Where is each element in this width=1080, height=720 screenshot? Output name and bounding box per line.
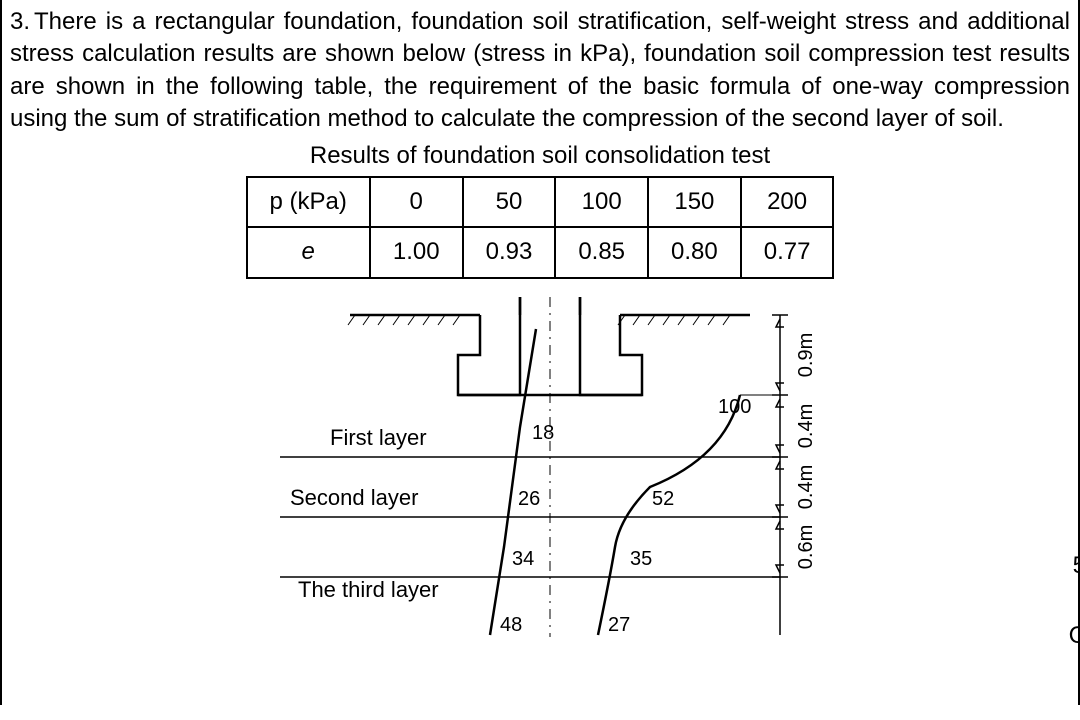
depth-h3: 0.6m: [795, 525, 817, 569]
consolidation-table: p (kPa) 0 50 100 150 200 e 1.00 0.93 0.8…: [246, 176, 835, 279]
depth-h2: 0.4m: [795, 465, 817, 509]
sw-stress-d1: 18: [532, 422, 554, 444]
layer-label-3: The third layer: [298, 577, 439, 602]
cropped-glyph: C: [1069, 620, 1080, 652]
table-row: e 1.00 0.93 0.85 0.80 0.77: [247, 227, 834, 277]
e-cell: 0.85: [555, 227, 648, 277]
layer-label-1: First layer: [330, 425, 427, 450]
add-stress-d4: 27: [608, 614, 630, 636]
p-cell: 150: [648, 177, 741, 227]
sw-stress-d3: 34: [512, 548, 534, 570]
stratification-diagram: 18 26 34 48 100 52 35 27 First layer Sec…: [220, 297, 860, 637]
table-row: p (kPa) 0 50 100 150 200: [247, 177, 834, 227]
cropped-glyph: 5: [1073, 550, 1080, 582]
p-cell: 200: [741, 177, 834, 227]
e-cell: 0.93: [463, 227, 556, 277]
problem-number: 3.: [10, 8, 30, 35]
header-p: p (kPa): [247, 177, 370, 227]
table-title: Results of foundation soil consolidation…: [10, 140, 1070, 172]
add-stress-d2: 52: [652, 488, 674, 510]
add-stress-d0: 100: [718, 396, 751, 418]
e-cell: 0.77: [741, 227, 834, 277]
p-cell: 50: [463, 177, 556, 227]
e-cell: 0.80: [648, 227, 741, 277]
sw-stress-d2: 26: [518, 488, 540, 510]
problem-body: There is a rectangular foundation, found…: [10, 8, 1070, 132]
layer-label-2: Second layer: [290, 485, 418, 510]
problem-statement: 3.There is a rectangular foundation, fou…: [10, 6, 1070, 136]
p-cell: 0: [370, 177, 463, 227]
depth-h1: 0.4m: [795, 404, 817, 448]
p-cell: 100: [555, 177, 648, 227]
depth-h0: 0.9m: [795, 333, 817, 377]
sw-stress-d4: 48: [500, 614, 522, 636]
header-e: e: [247, 227, 370, 277]
e-cell: 1.00: [370, 227, 463, 277]
add-stress-d3: 35: [630, 548, 652, 570]
